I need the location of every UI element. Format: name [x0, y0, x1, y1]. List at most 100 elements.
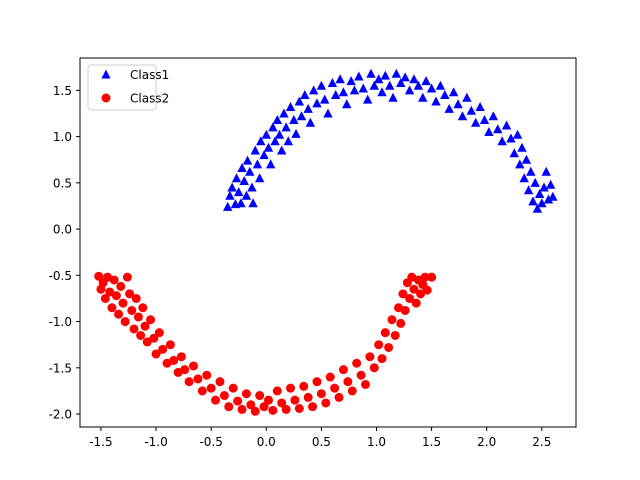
- data-point: [413, 80, 424, 90]
- data-point: [380, 328, 390, 338]
- data-point: [319, 94, 330, 104]
- data-point: [405, 293, 415, 303]
- series-layer: [94, 68, 558, 416]
- x-tick-label: 2.0: [477, 435, 496, 449]
- data-point: [193, 374, 203, 384]
- data-point: [289, 114, 299, 124]
- data-point: [523, 185, 534, 195]
- data-point: [285, 102, 296, 112]
- data-point: [360, 379, 370, 389]
- data-point: [453, 99, 463, 109]
- x-tick-label: 1.0: [367, 435, 386, 449]
- data-point: [125, 289, 135, 299]
- data-point: [335, 74, 345, 84]
- data-point: [303, 392, 313, 402]
- data-point: [369, 80, 379, 90]
- data-point: [409, 74, 419, 84]
- data-point: [305, 117, 316, 127]
- data-point: [233, 396, 243, 406]
- data-point: [259, 150, 269, 160]
- data-point: [149, 333, 159, 343]
- data-point: [263, 142, 274, 152]
- data-point: [215, 377, 225, 387]
- data-point: [521, 154, 532, 164]
- data-point: [390, 330, 400, 340]
- data-point: [519, 173, 529, 183]
- axes-frame: [79, 57, 577, 428]
- data-point: [420, 272, 430, 282]
- data-point: [254, 173, 265, 183]
- y-tick-label: 1.0: [53, 130, 72, 144]
- y-tick-label: 0.0: [53, 223, 72, 237]
- data-point: [255, 391, 265, 401]
- data-point: [261, 129, 271, 139]
- data-point: [180, 365, 190, 375]
- data-point: [247, 182, 257, 192]
- data-point: [515, 159, 525, 169]
- data-point: [237, 163, 247, 173]
- data-point: [272, 386, 282, 396]
- data-point: [421, 76, 431, 86]
- data-point: [440, 89, 450, 99]
- data-point: [109, 275, 119, 285]
- data-point: [136, 330, 146, 340]
- data-point: [133, 312, 143, 322]
- data-point: [325, 372, 335, 382]
- y-tick-label: -0.5: [49, 269, 72, 283]
- data-point: [274, 129, 285, 139]
- data-point: [422, 285, 432, 295]
- legend-marker-class2: [101, 93, 111, 103]
- data-point: [506, 133, 516, 143]
- data-point: [236, 198, 246, 208]
- data-point: [409, 284, 419, 294]
- data-point: [277, 145, 287, 155]
- data-point: [377, 87, 387, 97]
- data-point: [466, 105, 476, 115]
- data-point: [323, 108, 333, 118]
- data-point: [138, 303, 148, 313]
- data-point: [512, 129, 523, 139]
- data-point: [448, 87, 459, 97]
- y-tick-label: 0.5: [53, 176, 72, 190]
- data-point: [366, 68, 376, 78]
- data-point: [411, 298, 421, 308]
- data-point: [151, 349, 161, 359]
- data-point: [189, 361, 199, 371]
- data-point: [537, 198, 547, 208]
- data-point: [268, 405, 278, 415]
- data-point: [219, 391, 229, 401]
- data-point: [435, 80, 446, 90]
- data-point: [338, 87, 349, 97]
- data-point: [462, 92, 472, 102]
- data-point: [362, 94, 373, 104]
- data-point: [517, 142, 527, 152]
- data-point: [197, 386, 207, 396]
- data-point: [312, 98, 322, 108]
- data-point: [548, 191, 558, 201]
- data-point: [308, 402, 318, 412]
- data-point: [431, 96, 441, 106]
- data-point: [358, 83, 368, 93]
- data-point: [250, 406, 260, 416]
- series-1: [222, 68, 558, 213]
- data-point: [279, 108, 289, 118]
- data-point: [303, 103, 313, 113]
- data-point: [277, 398, 287, 408]
- series-2: [94, 271, 437, 416]
- data-point: [224, 402, 234, 412]
- data-point: [347, 386, 357, 396]
- data-point: [116, 281, 126, 291]
- data-point: [380, 70, 391, 80]
- data-point: [352, 358, 362, 368]
- data-point: [342, 99, 352, 109]
- data-point: [248, 198, 258, 208]
- data-point: [365, 352, 375, 362]
- data-point: [265, 159, 276, 169]
- data-point: [444, 103, 454, 113]
- data-point: [281, 122, 291, 132]
- data-point: [237, 404, 247, 414]
- data-point: [231, 173, 242, 183]
- x-tick-label: -1.0: [144, 435, 167, 449]
- data-point: [222, 201, 233, 211]
